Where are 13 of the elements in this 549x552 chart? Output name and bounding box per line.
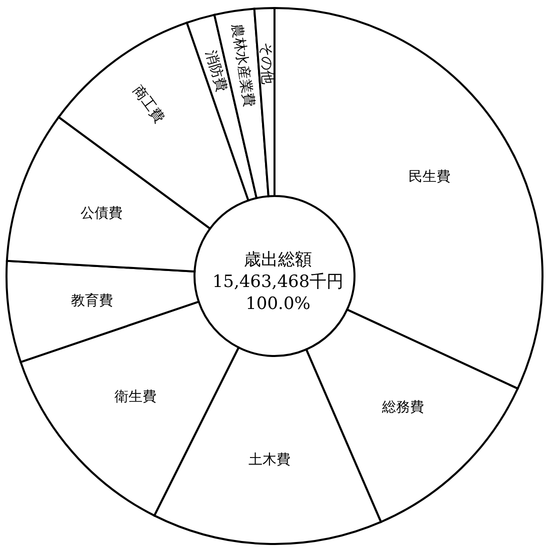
slice-label: 民生費 [408,168,451,185]
text: 100.0% [246,294,310,314]
slice-label: その他 [258,42,276,84]
slice-label: 消防費 [202,48,230,94]
slice-label: 総務費 [380,400,424,416]
slice-label: 公債費 [80,206,122,222]
slice-label: 教育費 [71,292,114,309]
text: 歳出総額 [244,250,312,270]
slice-label: 商工費 [129,82,168,126]
text: 15,463,468千円 [212,272,344,292]
slice-label: 土木費 [248,452,290,468]
slice-label: 農林水産業費 [228,22,257,108]
slice-label: 衛生費 [114,388,157,405]
